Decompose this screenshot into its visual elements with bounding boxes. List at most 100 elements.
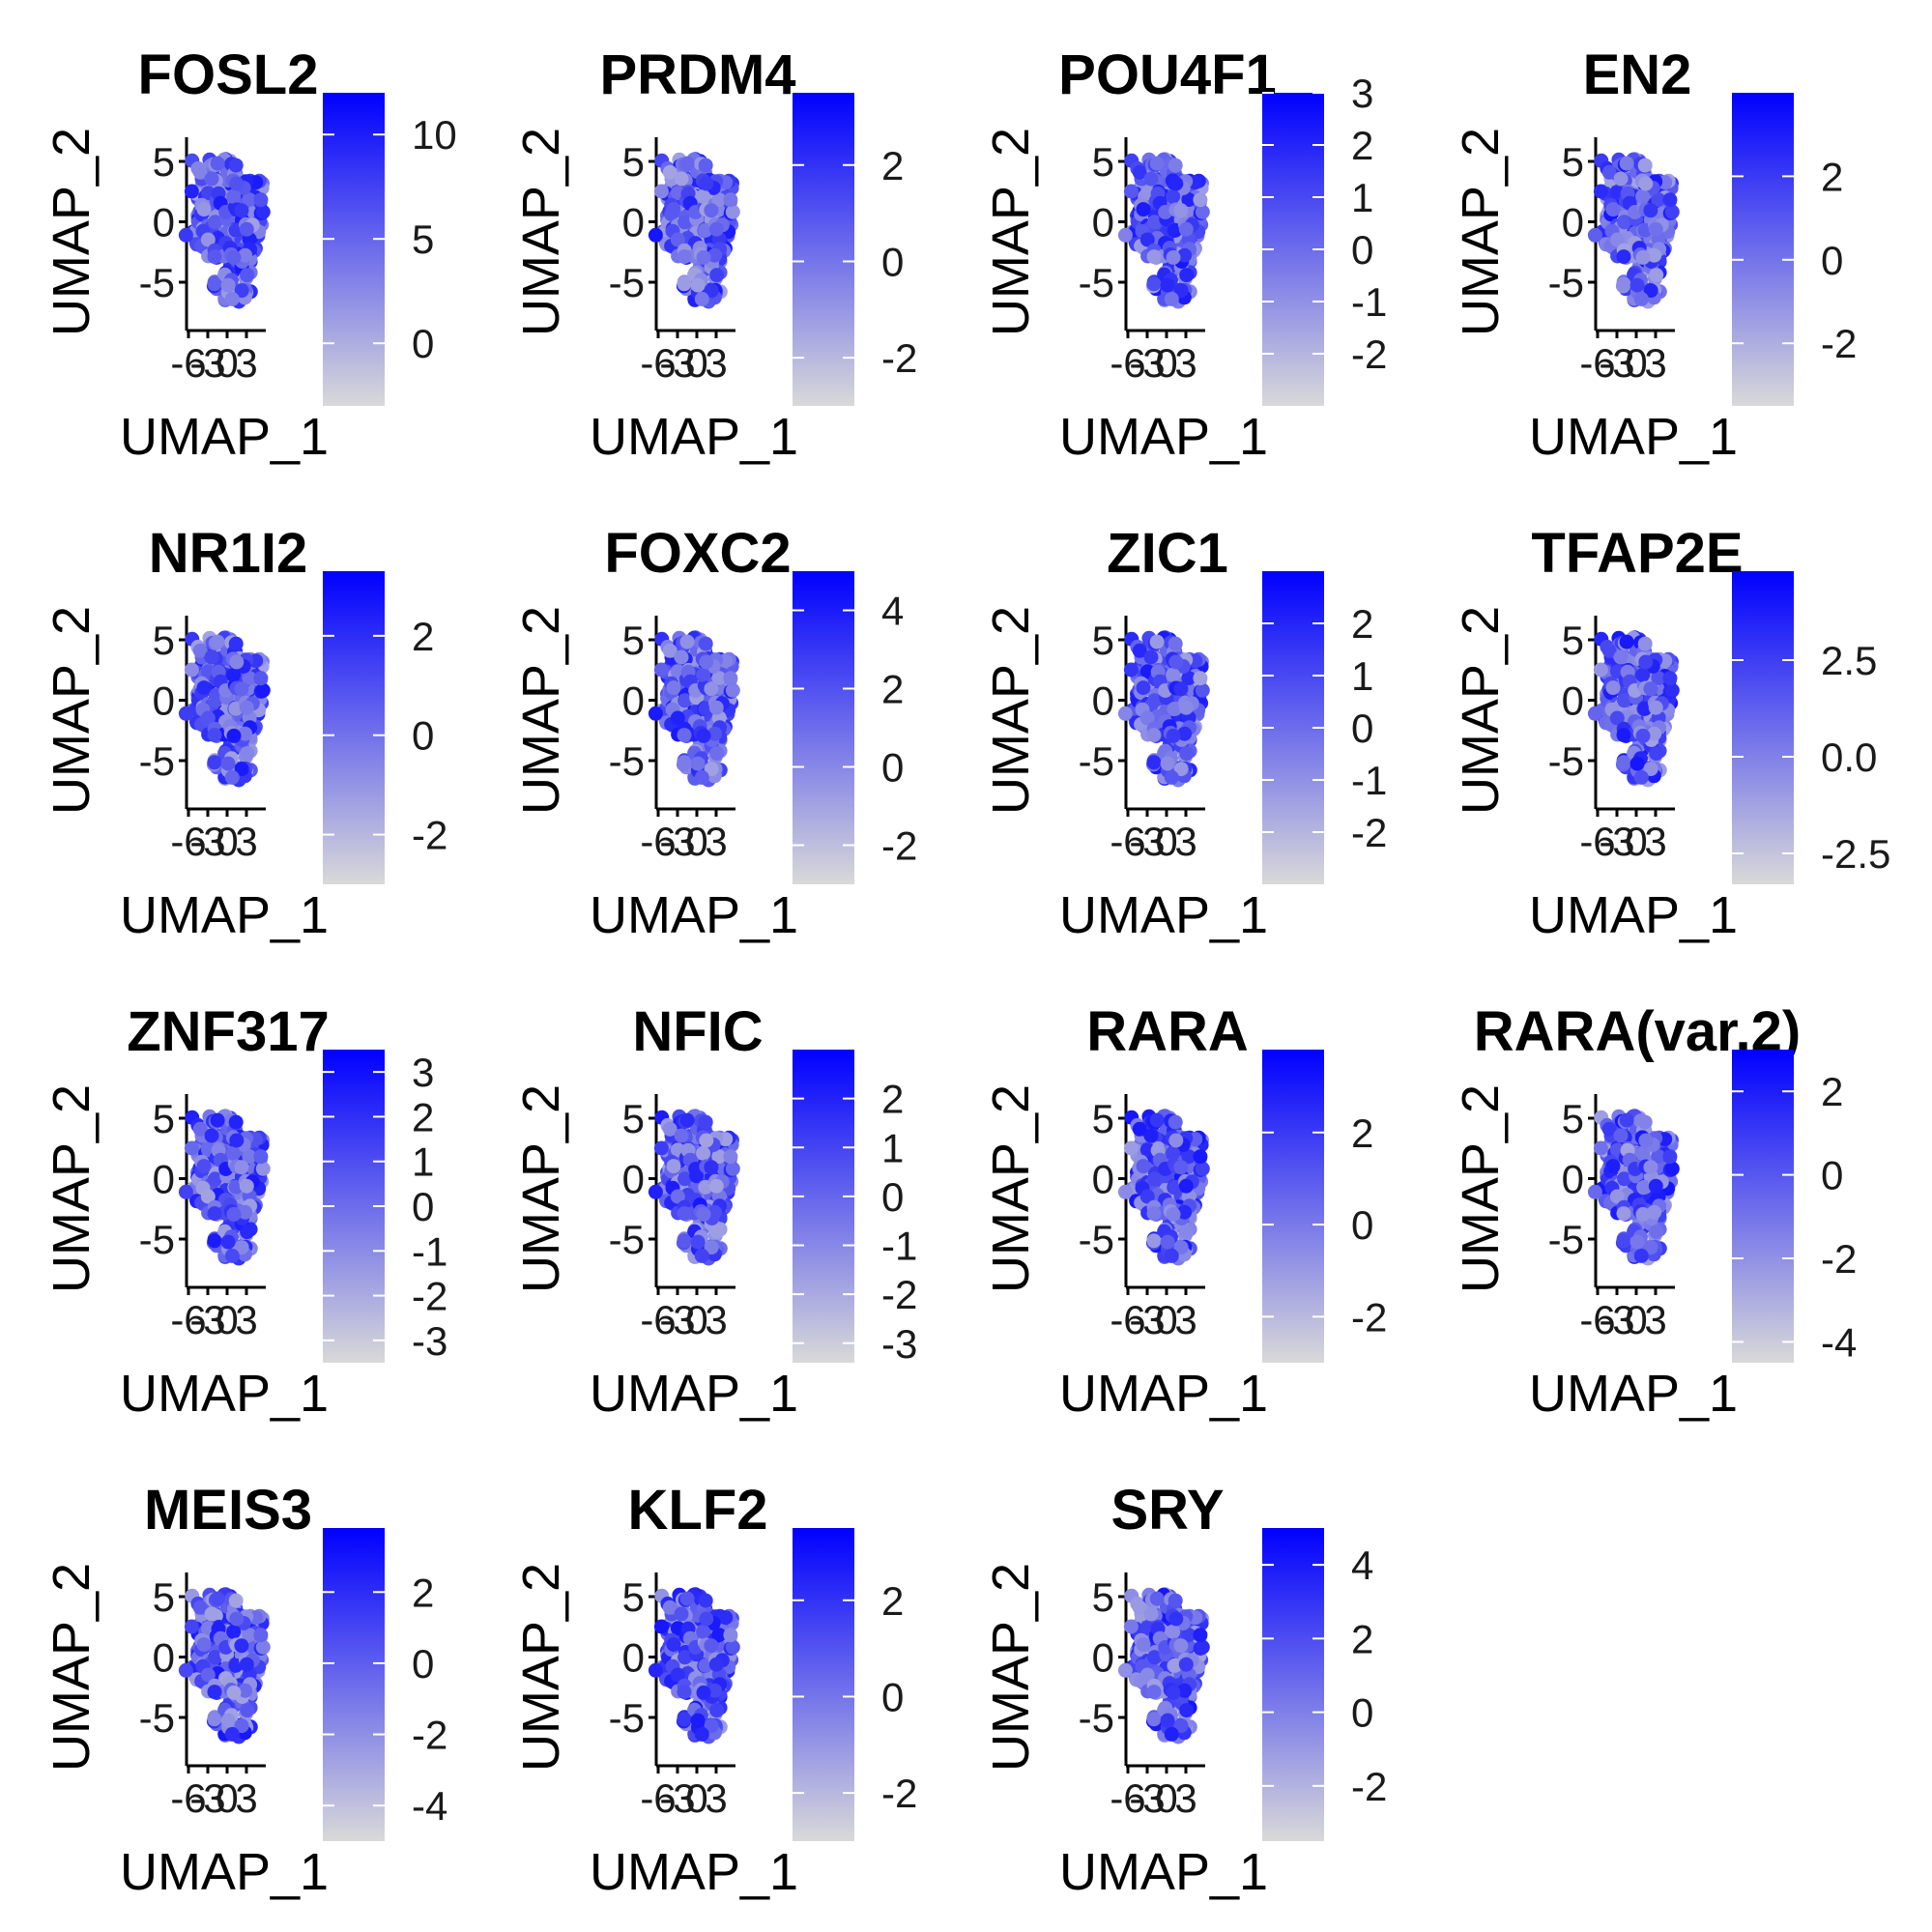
x-tick-label: 3 <box>705 1775 727 1821</box>
data-point <box>707 1204 723 1220</box>
data-point <box>1633 769 1649 785</box>
data-point <box>725 682 740 698</box>
data-point <box>1647 726 1662 741</box>
x-tick-label: 0 <box>685 819 707 864</box>
data-point <box>226 1624 242 1639</box>
data-point <box>1178 700 1194 715</box>
y-tick-label: 5 <box>622 618 645 663</box>
data-point <box>707 247 723 263</box>
panel-title: RARA <box>1086 1000 1249 1063</box>
data-point <box>1616 755 1631 770</box>
x-tick-label: 3 <box>235 340 257 386</box>
y-tick-label: 0 <box>622 1635 645 1681</box>
y-tick-label: 0 <box>1562 678 1584 724</box>
x-tick-label: -6 <box>170 340 206 386</box>
x-tick-label: 0 <box>1625 819 1647 864</box>
data-point <box>1166 1685 1181 1700</box>
x-axis-title: UMAP_1 <box>1529 408 1738 466</box>
y-axis-title: UMAP_2 <box>512 128 570 336</box>
y-tick-label: 5 <box>153 1574 175 1620</box>
data-point <box>666 202 681 217</box>
y-tick-label: 5 <box>1092 139 1114 185</box>
data-point <box>1166 1145 1181 1161</box>
data-point <box>711 192 727 208</box>
data-point <box>698 1114 713 1130</box>
y-axis-title: UMAP_2 <box>982 1084 1040 1293</box>
legend-tick-label: 4 <box>1351 1543 1373 1588</box>
data-point <box>696 1624 711 1639</box>
panel-title: KLF2 <box>628 1479 768 1542</box>
data-point <box>200 1667 216 1683</box>
data-point <box>1605 680 1621 696</box>
data-point <box>242 1149 257 1165</box>
data-point <box>226 1685 242 1700</box>
panel-title: NFIC <box>632 1000 763 1063</box>
data-point <box>238 247 253 263</box>
data-point <box>1662 1149 1678 1165</box>
y-tick-label: -5 <box>1079 260 1114 305</box>
data-point <box>178 1662 193 1678</box>
data-point <box>224 769 240 785</box>
y-axis-title: UMAP_2 <box>43 1563 101 1772</box>
data-point <box>696 249 711 265</box>
y-tick-label: -5 <box>609 1217 645 1262</box>
data-point <box>253 192 269 208</box>
data-point <box>698 158 713 173</box>
x-tick-label: -3 <box>1599 1297 1634 1342</box>
data-point <box>679 1591 695 1606</box>
data-point <box>1616 1233 1631 1249</box>
y-tick-label: 0 <box>1092 1635 1114 1681</box>
data-point <box>210 634 225 649</box>
y-axis-title: UMAP_2 <box>1452 606 1510 815</box>
data-point <box>220 1713 236 1728</box>
x-tick-label: 3 <box>1644 1297 1666 1342</box>
legend-tick-label: 0 <box>1351 1690 1373 1736</box>
data-point <box>1143 1128 1159 1143</box>
data-point <box>696 1206 711 1222</box>
data-point <box>1173 283 1189 299</box>
y-axis-title: UMAP_2 <box>43 606 101 815</box>
data-point <box>210 1591 225 1606</box>
x-tick-label: -3 <box>1129 819 1165 864</box>
data-point <box>670 1189 685 1204</box>
legend-tick-label: 2 <box>1821 154 1843 199</box>
data-point <box>240 1703 255 1718</box>
data-point <box>711 671 727 686</box>
data-point <box>723 671 738 686</box>
data-point <box>696 728 711 743</box>
data-point <box>253 1149 269 1165</box>
data-point <box>1648 1178 1663 1194</box>
data-point <box>207 276 222 292</box>
data-point <box>696 667 711 682</box>
legend-tick-label: 2 <box>881 1077 904 1122</box>
legend-colorbar <box>323 1528 385 1841</box>
legend-tick-label: -4 <box>412 1783 447 1829</box>
data-point <box>1146 1233 1162 1249</box>
data-point <box>226 728 242 743</box>
legend-colorbar <box>323 571 385 884</box>
data-point <box>204 649 219 665</box>
data-point <box>226 1206 242 1222</box>
data-point <box>1139 710 1155 726</box>
data-point <box>234 1638 249 1654</box>
data-point <box>229 176 245 191</box>
legend-tick-label: -3 <box>412 1318 447 1364</box>
data-point <box>1613 1128 1629 1143</box>
data-point <box>679 1112 695 1128</box>
data-point <box>1181 671 1197 686</box>
data-point <box>690 1234 706 1250</box>
data-point <box>204 1128 219 1143</box>
data-point <box>255 1161 271 1176</box>
data-point <box>1164 1726 1179 1742</box>
data-point <box>648 1662 663 1678</box>
legend-tick-label: 2 <box>412 1094 434 1139</box>
data-point <box>1149 156 1165 171</box>
data-point <box>1593 662 1608 678</box>
data-point <box>1173 203 1189 218</box>
data-point <box>1166 728 1181 743</box>
x-axis-title: UMAP_1 <box>120 886 329 944</box>
data-point <box>1166 1206 1181 1222</box>
data-point <box>239 1178 254 1194</box>
